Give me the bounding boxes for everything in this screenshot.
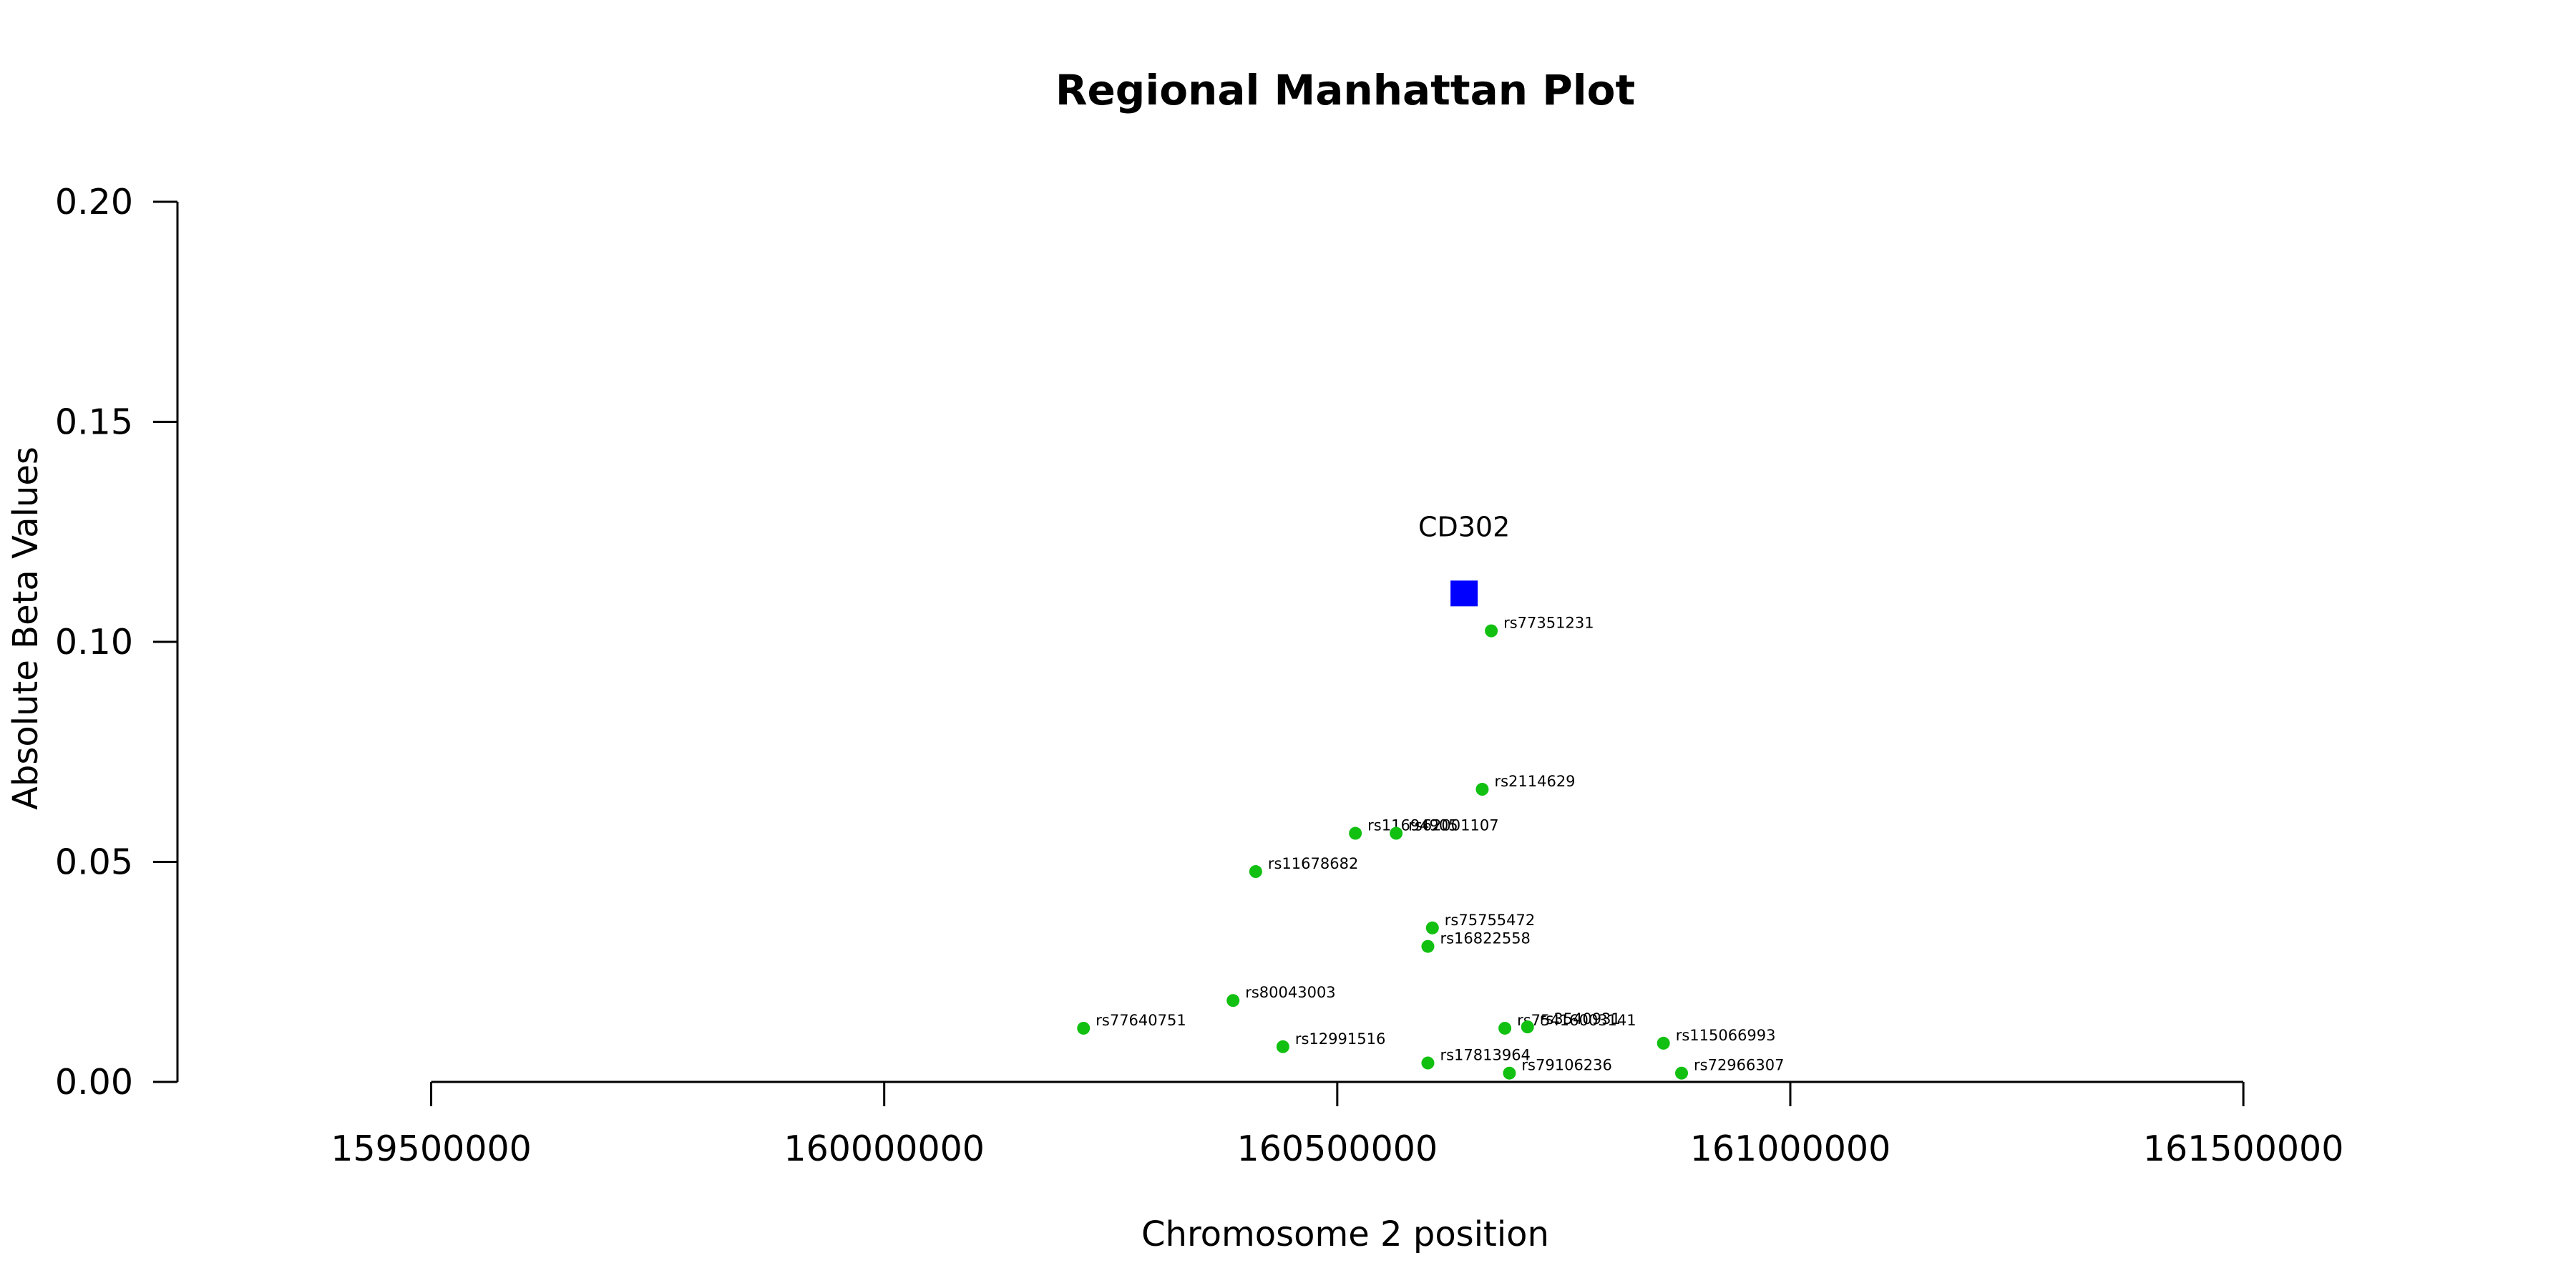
snp-label: rs62001107 [1408, 817, 1498, 834]
y-tick-label: 0.00 [55, 1062, 133, 1103]
snp-point [1390, 826, 1403, 840]
snp-label: rs72966307 [1694, 1057, 1784, 1074]
snp-label: rs17813964 [1440, 1047, 1530, 1064]
snp-label: rs75416003141 [1517, 1012, 1636, 1029]
y-axis-label: Absolute Beta Values [6, 447, 46, 810]
y-tick-label: 0.10 [55, 622, 133, 663]
snp-label: rs11694905 [1367, 817, 1458, 834]
snp-point [1657, 1036, 1670, 1050]
x-axis: 159500000 160000000 160500000 161000000 1615… [331, 1080, 2344, 1169]
snp-point [1521, 1020, 1534, 1034]
snp-label: rs3540931 [1540, 1010, 1621, 1028]
snp-point [1425, 921, 1439, 935]
y-tick-label: 0.15 [55, 402, 133, 443]
y-tick-label: 0.05 [55, 842, 133, 883]
snp-label: rs77640751 [1096, 1012, 1186, 1029]
snp-point [1276, 1040, 1289, 1053]
snp-label: rs115066993 [1676, 1027, 1776, 1044]
y-axis: 0.00 0.05 0.10 0.15 0.20 [55, 182, 179, 1103]
snp-label: rs16822558 [1440, 930, 1530, 947]
x-tick-label: 160000000 [784, 1128, 985, 1169]
snp-point [1675, 1066, 1689, 1080]
snp-label: rs77351231 [1503, 615, 1594, 632]
gene-marker [1450, 580, 1478, 607]
gene-marker-group: CD302 [1418, 511, 1510, 607]
snp-point [1421, 940, 1435, 953]
x-axis-label: Chromosome 2 position [1141, 1214, 1549, 1254]
snp-label: rs2114629 [1494, 773, 1575, 790]
snp-label: rs79106236 [1521, 1057, 1611, 1074]
snp-point [1249, 865, 1262, 879]
snp-point [1498, 1021, 1512, 1035]
snp-label: rs12991516 [1295, 1030, 1385, 1048]
snp-label: rs80043003 [1245, 984, 1335, 1001]
gene-label: CD302 [1418, 511, 1510, 542]
x-tick-label: 161000000 [1690, 1128, 1891, 1169]
y-tick-label: 0.20 [55, 182, 133, 223]
snp-point [1475, 783, 1489, 796]
x-tick-label: 161500000 [2143, 1128, 2344, 1169]
snp-point [1349, 826, 1362, 840]
x-tick-label: 159500000 [331, 1128, 532, 1169]
snp-label: rs11678682 [1268, 855, 1358, 872]
snp-point [1485, 624, 1498, 638]
snp-point [1226, 994, 1240, 1008]
snp-point [1503, 1066, 1516, 1080]
chart-title: Regional Manhattan Plot [1055, 66, 1635, 114]
snp-point [1077, 1021, 1091, 1035]
x-tick-label: 160500000 [1237, 1128, 1438, 1169]
snp-point [1421, 1056, 1435, 1070]
snp-label: rs75755472 [1445, 912, 1535, 929]
